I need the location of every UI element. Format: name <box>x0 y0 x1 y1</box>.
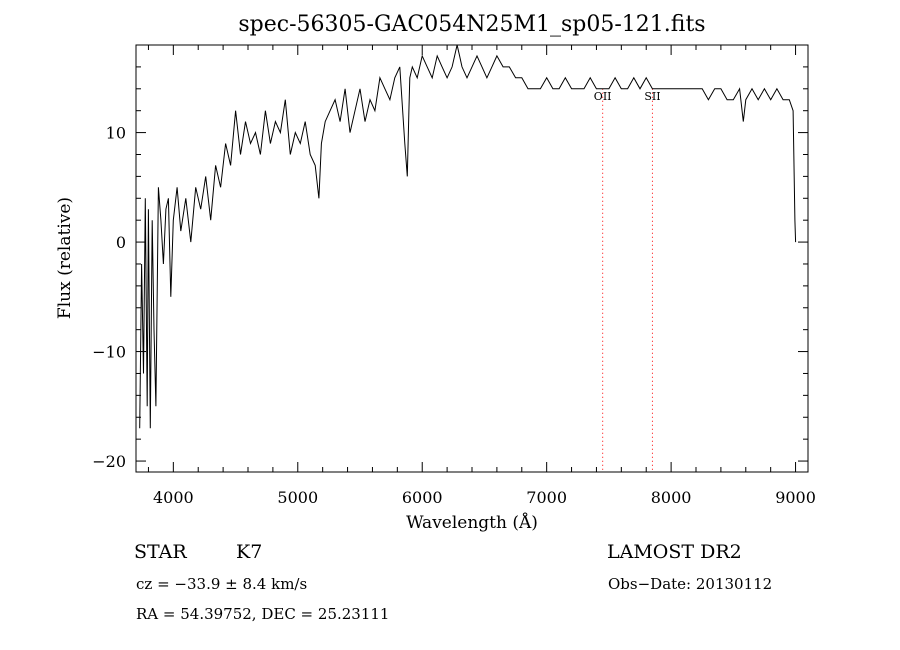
x-tick-label: 9000 <box>775 488 816 507</box>
coordinates: RA = 54.39752, DEC = 25.23111 <box>136 605 389 623</box>
plot-frame <box>135 44 809 473</box>
x-tick-label: 6000 <box>402 488 443 507</box>
survey-label: LAMOST DR2 <box>607 541 742 563</box>
spectrum-line <box>139 44 797 429</box>
chart-title: spec-56305-GAC054N25M1_sp05-121.fits <box>238 12 705 37</box>
y-tick-labels: −20 −10 0 10 <box>92 124 126 471</box>
x-tick-label: 7000 <box>526 488 567 507</box>
y-tick-label: −10 <box>92 343 126 362</box>
y-tick-label: 0 <box>116 233 126 252</box>
x-tick-label: 8000 <box>651 488 692 507</box>
y-tick-label: 10 <box>106 124 126 143</box>
y-axis-label: Flux (relative) <box>55 197 75 319</box>
observation-date: Obs−Date: 20130112 <box>608 575 772 593</box>
marker-label: SII <box>644 90 660 103</box>
object-class: STAR <box>134 541 187 563</box>
x-axis-label: Wavelength (Å) <box>406 512 538 533</box>
redshift-velocity: cz = −33.9 ± 8.4 km/s <box>136 575 307 593</box>
x-tick-label: 5000 <box>277 488 318 507</box>
axis-ticks <box>136 44 808 472</box>
x-tick-label: 4000 <box>153 488 194 507</box>
y-tick-label: −20 <box>92 452 126 471</box>
line-markers: OII SII <box>594 88 661 472</box>
x-tick-labels: 4000 5000 6000 7000 8000 9000 <box>153 488 816 507</box>
marker-label: OII <box>594 90 612 103</box>
object-subclass: K7 <box>236 541 262 563</box>
